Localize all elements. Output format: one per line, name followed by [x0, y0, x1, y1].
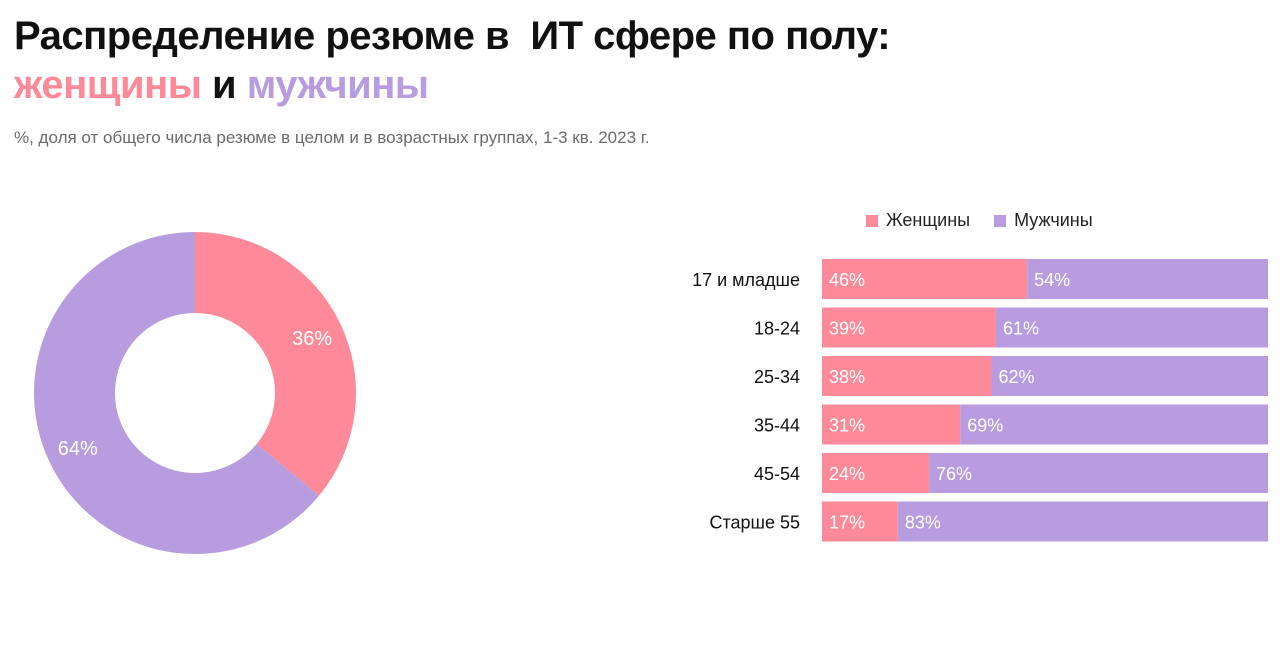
bar-segment-men	[991, 356, 1268, 396]
bar-segment-women	[822, 307, 996, 348]
donut-chart: 36% 64%	[34, 232, 357, 554]
title-men-word: мужчины	[246, 63, 429, 107]
bar-value-label: 76%	[936, 464, 972, 484]
category-label: 35-44	[754, 416, 800, 436]
category-label: Старше 55	[709, 513, 800, 533]
bar-value-label: 54%	[1034, 270, 1070, 290]
category-label: 25-34	[754, 367, 800, 387]
bar-segment-women	[822, 356, 992, 396]
bar-segment-men	[929, 453, 1268, 493]
bar-segment-women	[822, 501, 898, 542]
bar-value-label: 38%	[829, 367, 865, 387]
category-label: 18-24	[754, 319, 800, 339]
title-and-word: и	[201, 63, 247, 107]
bar-segment-women	[822, 259, 1028, 299]
bar-value-label: 61%	[1003, 319, 1039, 339]
subtitle: %, доля от общего числа резюме в целом и…	[14, 128, 650, 147]
bar-value-label: 31%	[829, 416, 865, 436]
donut-slice-men	[34, 232, 320, 554]
bar-value-label: 62%	[998, 367, 1034, 387]
bar-value-label: 69%	[967, 416, 1003, 436]
bar-legend: Женщины Мужчины	[866, 210, 1117, 231]
bar-segment-men	[897, 501, 1268, 542]
donut-label-men: 64%	[58, 438, 98, 460]
title-women-word: женщины	[14, 63, 202, 107]
bar-value-label: 17%	[829, 513, 865, 533]
legend-label-men: Мужчины	[1014, 210, 1093, 230]
category-label: 17 и младше	[692, 270, 800, 290]
category-label: 45-54	[754, 464, 800, 484]
bar-value-label: 83%	[905, 513, 941, 533]
bar-segment-men	[995, 307, 1268, 348]
bar-value-label: 39%	[829, 319, 865, 339]
bar-segment-women	[822, 404, 961, 445]
legend-swatch-women	[866, 214, 878, 227]
donut-slice-women	[195, 232, 357, 496]
legend-item-men: Мужчины	[994, 210, 1093, 231]
donut-label-women: 36%	[292, 328, 332, 350]
bar-value-label: 46%	[829, 270, 865, 290]
bar-value-label: 24%	[829, 464, 865, 484]
page-title: Распределение резюме в ИТ сфере по полу:	[14, 14, 891, 58]
legend-swatch-men	[994, 214, 1007, 227]
bar-segment-men	[960, 404, 1268, 445]
stacked-bar-chart: 17 и младше 46% 54% 18-24 39% 61% 25-34 38% 62% 3…	[692, 259, 1268, 542]
bar-segment-men	[1027, 259, 1268, 299]
title-block: Распределение резюме в ИТ сфере по полу:…	[14, 10, 891, 108]
legend-item-women: Женщины	[866, 210, 970, 231]
bar-segment-women	[822, 453, 930, 493]
page-title-line2: женщины и мужчины	[14, 62, 890, 108]
legend-label-women: Женщины	[886, 210, 971, 230]
